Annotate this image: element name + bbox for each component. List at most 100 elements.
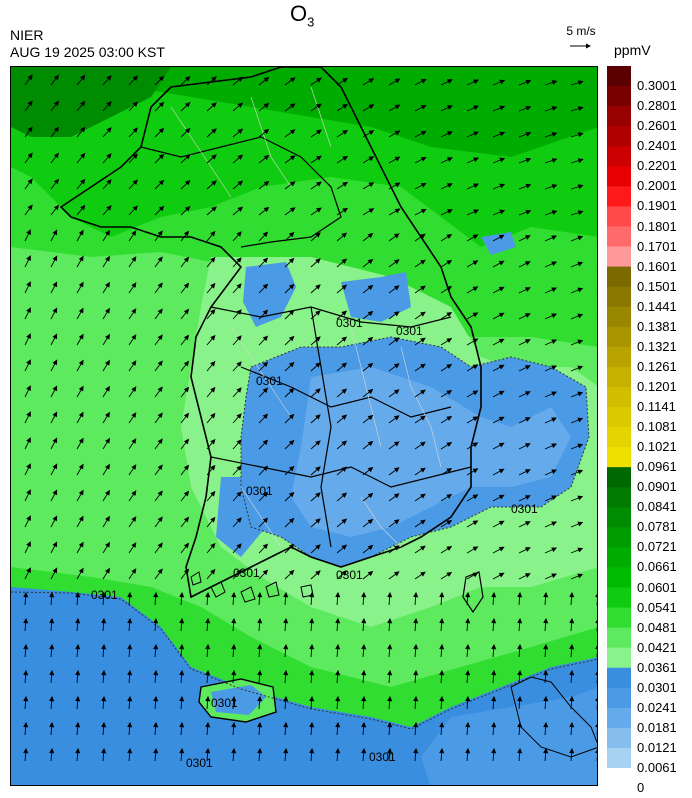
wind-arrowhead xyxy=(472,234,479,240)
wind-arrowhead xyxy=(342,207,349,213)
legend-label: 0.2801 xyxy=(637,98,677,114)
wind-arrowhead xyxy=(183,490,190,497)
wind-arrowhead xyxy=(577,339,584,345)
wind-arrowhead xyxy=(80,178,86,185)
wind-arrowhead xyxy=(525,365,531,370)
wind-arrowhead xyxy=(525,183,532,189)
wind-arrowhead xyxy=(315,440,321,446)
wind-vectors xyxy=(23,74,597,762)
wind-arrowhead xyxy=(361,643,367,650)
wind-arrowhead xyxy=(27,100,33,107)
wind-arrowhead xyxy=(157,464,163,471)
wind-arrowhead xyxy=(368,78,375,84)
wind-arrow xyxy=(596,526,597,527)
wind-arrowhead xyxy=(543,669,549,676)
wind-arrowhead xyxy=(132,75,138,81)
wind-arrowhead xyxy=(289,155,296,161)
contour-label: 0301 xyxy=(256,374,283,388)
wind-arrowhead xyxy=(341,336,348,342)
wind-arrowhead xyxy=(49,669,55,676)
wind-arrowhead xyxy=(465,669,471,676)
wind-arrowhead xyxy=(210,230,216,237)
wind-arrowhead xyxy=(439,669,445,676)
wind-arrowhead xyxy=(309,643,315,650)
wind-arrowhead xyxy=(472,416,479,422)
legend-label: 0.1021 xyxy=(637,439,677,455)
wind-arrowhead xyxy=(131,334,137,340)
legend-label: 0.0301 xyxy=(637,679,677,695)
wind-arrowhead xyxy=(446,259,453,265)
wind-arrowhead xyxy=(205,747,211,754)
wind-arrowhead xyxy=(446,571,453,577)
wind-arrowhead xyxy=(491,747,497,754)
wind-arrowhead xyxy=(26,463,31,469)
wind-arrowhead xyxy=(367,414,374,421)
wind-arrowhead xyxy=(465,721,471,728)
wind-arrowhead xyxy=(525,521,531,526)
wind-arrowhead xyxy=(183,386,190,393)
wind-arrowhead xyxy=(525,573,531,578)
wind-arrowhead xyxy=(179,747,185,754)
wind-arrowhead xyxy=(289,103,296,109)
wind-arrowhead xyxy=(127,747,133,754)
wind-arrow xyxy=(596,240,597,241)
wind-arrowhead xyxy=(105,541,111,548)
wind-arrowhead xyxy=(393,415,400,421)
wind-arrow xyxy=(596,292,597,293)
wind-arrowhead xyxy=(525,105,532,111)
wind-arrowhead xyxy=(413,591,419,598)
wind-arrowhead xyxy=(315,362,321,368)
wind-arrowhead xyxy=(237,102,244,108)
wind-arrowhead xyxy=(78,255,84,262)
wind-arrowhead xyxy=(577,261,584,267)
wind-arrowhead xyxy=(367,440,374,447)
wind-arrowhead xyxy=(315,466,321,472)
wind-arrowhead xyxy=(78,229,84,236)
wind-arrowhead xyxy=(26,333,31,339)
wind-arrowhead xyxy=(27,74,33,81)
wind-arrowhead xyxy=(236,439,242,445)
wind-arrowhead xyxy=(525,79,532,85)
wind-arrowhead xyxy=(413,747,419,754)
wind-arrowhead xyxy=(49,591,55,598)
wind-arrowhead xyxy=(393,363,400,369)
wind-arrowhead xyxy=(183,438,190,445)
wind-arrowhead xyxy=(262,413,269,420)
wind-arrowhead xyxy=(367,362,374,369)
legend-label: 0.0901 xyxy=(637,479,677,495)
wind-arrowhead xyxy=(101,617,107,624)
wind-arrow xyxy=(596,344,597,345)
wind-arrowhead xyxy=(26,307,31,313)
wind-arrowhead xyxy=(27,178,33,185)
wind-arrowhead xyxy=(447,183,453,188)
wind-arrowhead xyxy=(210,282,216,289)
wind-arrowhead xyxy=(183,230,190,237)
legend-swatch xyxy=(607,246,631,268)
wind-arrowhead xyxy=(367,544,374,551)
wind-arrowhead xyxy=(577,573,584,579)
wind-arrowhead xyxy=(368,130,375,136)
wind-arrow xyxy=(596,755,597,761)
wind-arrowhead xyxy=(53,126,59,133)
wind-arrowhead xyxy=(210,334,216,341)
wind-arrowhead xyxy=(543,643,549,650)
wind-arrowhead xyxy=(184,101,191,108)
wind-arrowhead xyxy=(131,568,137,574)
wind-arrowhead xyxy=(367,570,374,577)
wind-arrowhead xyxy=(517,721,523,728)
wind-arrowhead xyxy=(367,258,374,265)
wind-arrow xyxy=(596,162,597,163)
wind-arrowhead xyxy=(231,721,237,728)
legend-swatch xyxy=(607,286,631,308)
wind-arrowhead xyxy=(153,591,159,598)
wind-arrowhead xyxy=(237,154,244,160)
wind-arrowhead xyxy=(413,721,419,728)
wind-arrowhead xyxy=(105,385,111,392)
wind-arrow xyxy=(596,677,597,683)
wind-arrowhead xyxy=(257,695,263,702)
wind-arrowhead xyxy=(577,547,584,553)
wind-arrowhead xyxy=(236,491,242,497)
wind-arrowhead xyxy=(101,643,107,650)
wind-arrowhead xyxy=(361,617,367,624)
wind-arrowhead xyxy=(183,568,190,575)
